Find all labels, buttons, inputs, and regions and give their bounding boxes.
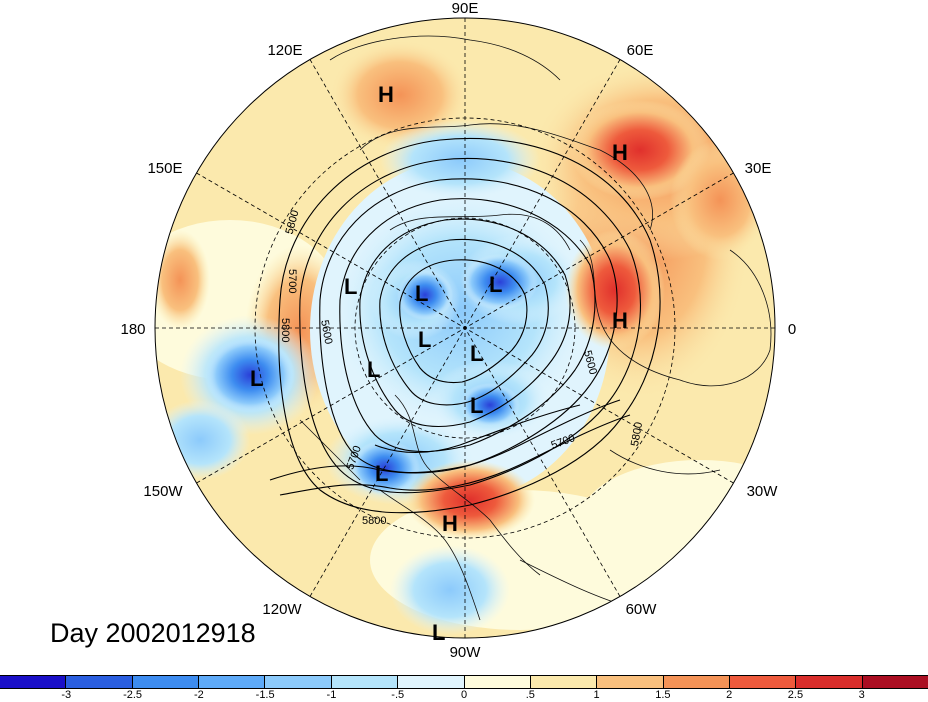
contour-label: 5700 (286, 269, 298, 293)
colorbar-swatch (729, 676, 797, 688)
contour-label: 5800 (629, 421, 645, 447)
low-center: L (489, 272, 502, 297)
colorbar-tick-label: 2 (726, 689, 733, 701)
colorbar-tick-label: 2.5 (787, 689, 804, 701)
colorbar-tick-label: 1 (593, 689, 600, 701)
height-contours (269, 137, 661, 514)
low-center: L (375, 461, 388, 486)
colorbar-swatch (66, 676, 133, 688)
graticule (155, 18, 775, 638)
lon-label-120w: 120W (262, 601, 302, 618)
colorbar-swatch (597, 676, 664, 688)
colorbar-swatch (132, 676, 200, 688)
colorbar-swatch (0, 676, 67, 688)
colorbar-tick-label: 3 (858, 689, 865, 701)
anomaly-shading (155, 18, 775, 638)
high-center: H (612, 308, 628, 333)
lon-label-90w: 90W (450, 644, 482, 661)
colorbar-tick-label: 0 (460, 689, 468, 701)
colorbar-tick-label: -1.5 (255, 689, 275, 701)
low-center: L (470, 393, 483, 418)
colorbar-swatch (265, 676, 332, 688)
colorbar-ticks: -3 -2.5 -2 -1.5 -1 -.5 0 .5 1 1.5 2 2.5 3 (0, 689, 928, 702)
lon-label-60w: 60W (626, 601, 658, 618)
colorbar-tick-label: 1.5 (655, 689, 671, 701)
colorbar-tick-label: -1 (326, 689, 337, 701)
contour-label: 5800 (362, 515, 386, 527)
colorbar-swatch (464, 676, 531, 688)
polar-map: 5800 5700 5600 5700 5800 5800 5700 5600 … (120, 0, 796, 661)
colorbar-swatch (331, 676, 399, 688)
high-center: H (442, 511, 458, 536)
lon-label-30e: 30E (745, 160, 772, 177)
longitude-labels: 90E 120E 60E 150E 30E 180 0 150W 30W 120… (120, 0, 796, 661)
lon-label-120e: 120E (267, 42, 302, 59)
low-center: L (367, 357, 380, 382)
colorbar-tick-label: -3 (61, 689, 72, 701)
colorbar-swatch (398, 676, 465, 688)
lon-label-60e: 60E (627, 42, 654, 59)
high-center: H (378, 82, 394, 107)
low-center: L (344, 274, 357, 299)
contour-label: 5800 (279, 318, 291, 342)
colorbar-tick-label: -2.5 (123, 689, 143, 701)
colorbar-swatch (530, 676, 598, 688)
colorbar-tick-label: .5 (525, 689, 535, 701)
pressure-centers: H H H H H L L L L L L L L L L (250, 82, 628, 645)
map-title: Day 2002012918 (50, 618, 256, 648)
lon-label-0: 0 (788, 321, 796, 338)
low-center: L (418, 327, 431, 352)
colorbar-tick-label: -.5 (391, 689, 405, 701)
lon-label-150w: 150W (143, 483, 183, 500)
high-center: H (612, 140, 628, 165)
low-center: L (432, 620, 445, 645)
colorbar-tick-label: -2 (193, 689, 204, 701)
lon-label-90e: 90E (452, 0, 479, 17)
colorbar-swatch (796, 676, 863, 688)
low-center: L (415, 281, 428, 306)
lon-label-180: 180 (120, 321, 145, 338)
colorbar-swatch (862, 676, 928, 688)
low-center: L (470, 341, 483, 366)
low-center: L (250, 366, 263, 391)
contour-label: 5600 (318, 319, 334, 345)
lon-label-150e: 150E (147, 160, 182, 177)
colorbar (0, 675, 928, 689)
colorbar-swatch (199, 676, 266, 688)
lon-label-30w: 30W (747, 483, 779, 500)
map-boundary (154, 17, 776, 639)
colorbar-swatch (663, 676, 730, 688)
